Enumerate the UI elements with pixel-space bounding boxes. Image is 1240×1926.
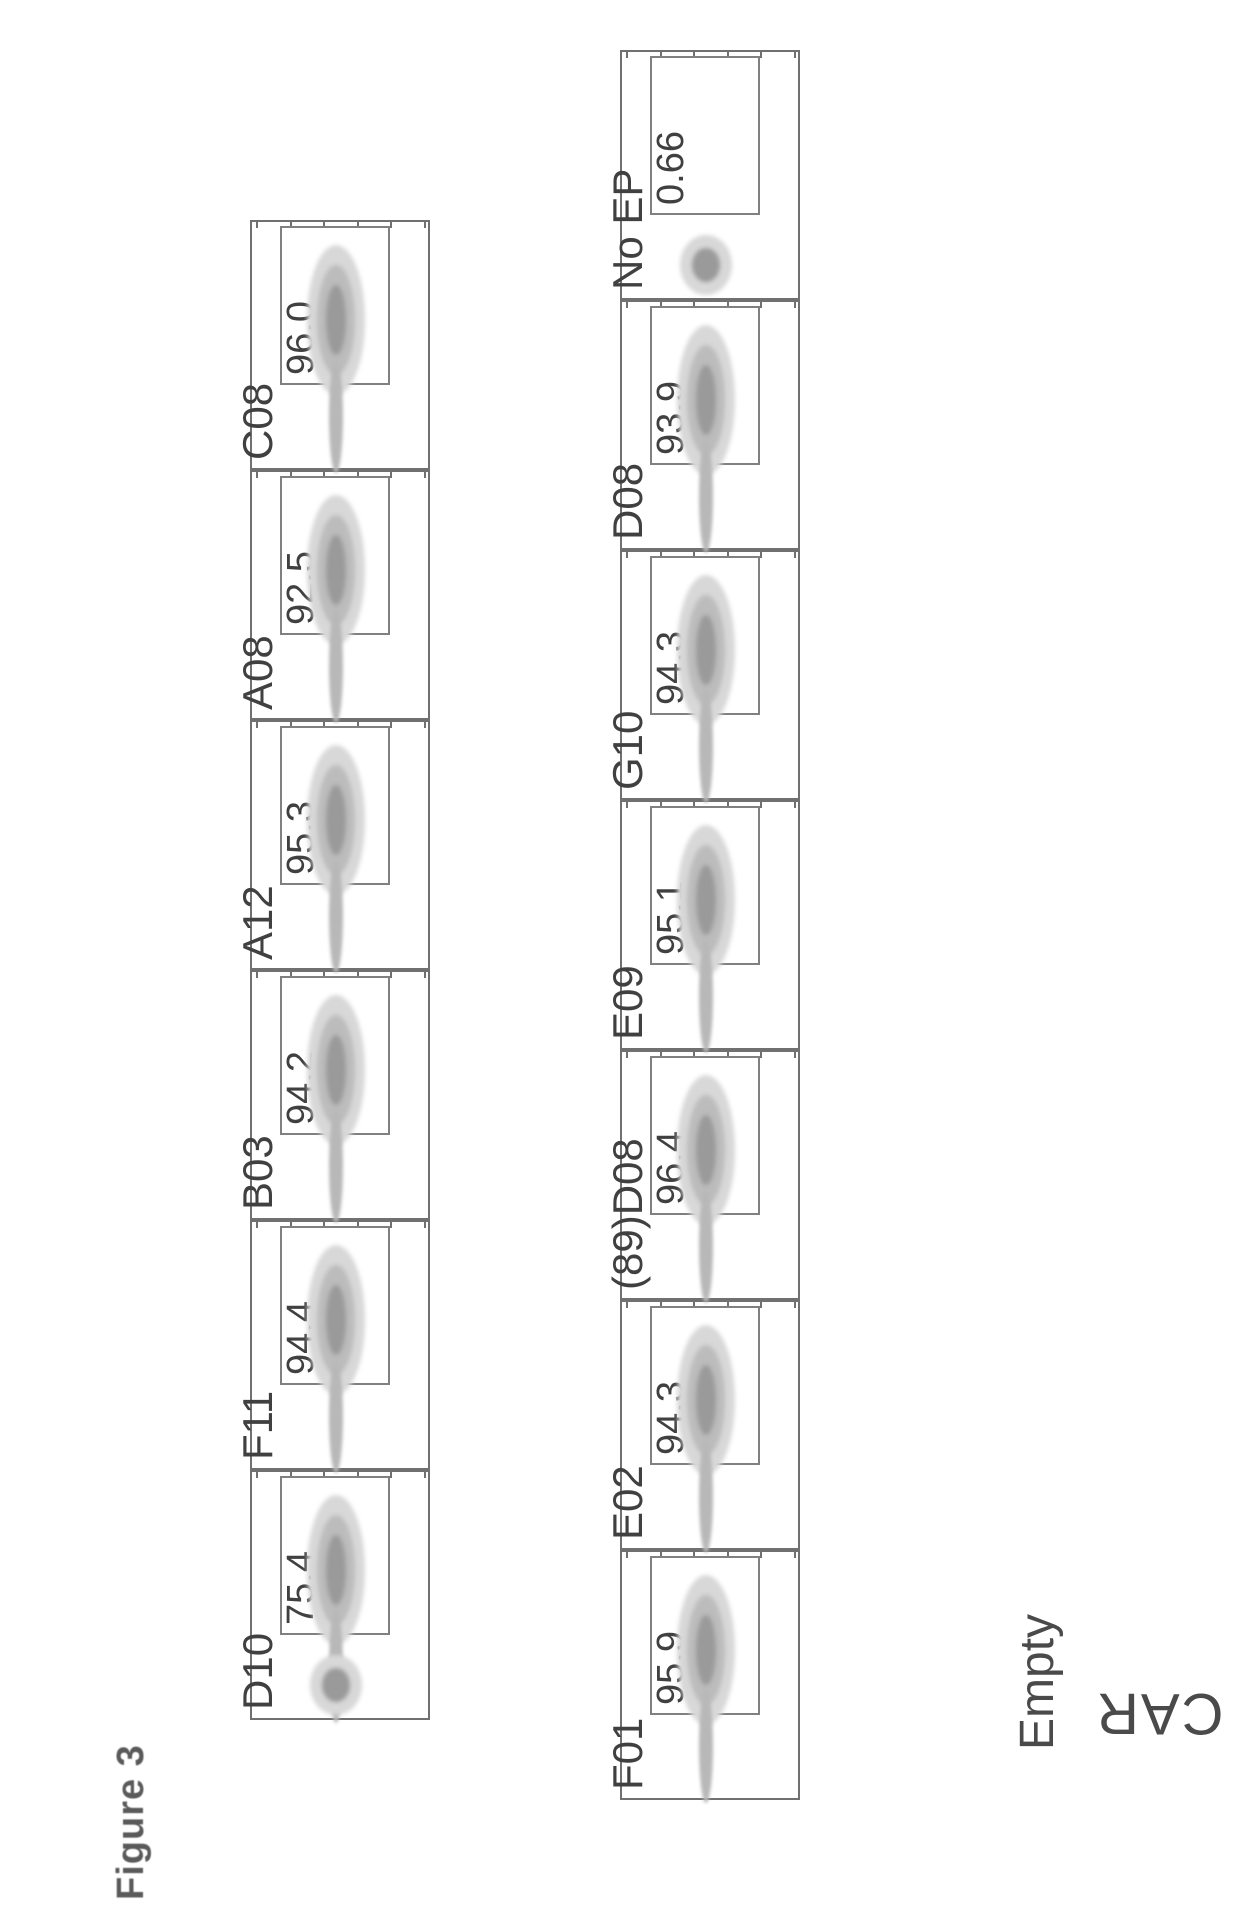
flow-panel: (89)D0896.4 <box>620 1050 800 1300</box>
flow-panel: F0195.9 <box>620 1550 800 1800</box>
panel-title: E09 <box>604 965 652 1040</box>
flow-panel: E0995.1 <box>620 800 800 1050</box>
y-axis-label-car: CAR <box>1095 1680 1223 1747</box>
gate-value: 0.66 <box>650 131 693 205</box>
panel-title: No EP <box>604 169 652 290</box>
panel-title: F11 <box>234 1391 282 1460</box>
figure-title: Figure 3 <box>110 1744 153 1900</box>
panel-title: C08 <box>234 383 282 460</box>
panel-title: E02 <box>604 1465 652 1540</box>
panel-title: D08 <box>604 463 652 540</box>
x-axis-label-empty: Empty <box>1010 1614 1065 1750</box>
flow-panel: F1194.4 <box>250 1220 430 1470</box>
flow-panel: A1295.3 <box>250 720 430 970</box>
flow-panel: B0394.2 <box>250 970 430 1220</box>
flow-panel: A0892.5 <box>250 470 430 720</box>
flow-panel: C0896.0 <box>250 220 430 470</box>
panel-title: B03 <box>234 1135 282 1210</box>
figure-page: Figure 3 CAR Empty D1075.4F1194.4B0394.2… <box>0 0 1240 1926</box>
panel-title: G10 <box>604 711 652 790</box>
panel-title: A12 <box>234 885 282 960</box>
flow-panel: G1094.3 <box>620 550 800 800</box>
flow-panel: No EP0.66 <box>620 50 800 300</box>
flow-panel: D0893.9 <box>620 300 800 550</box>
panel-title: F01 <box>604 1718 652 1790</box>
panel-title: (89)D08 <box>604 1138 652 1290</box>
flow-panel: E0294.3 <box>620 1300 800 1550</box>
panel-title: A08 <box>234 635 282 710</box>
flow-panel: D1075.4 <box>250 1470 430 1720</box>
panel-title: D10 <box>234 1633 282 1710</box>
